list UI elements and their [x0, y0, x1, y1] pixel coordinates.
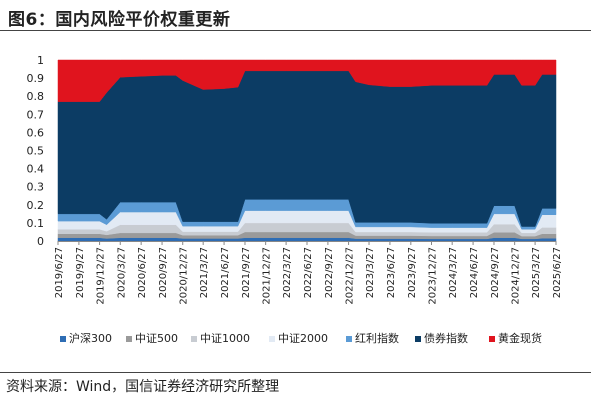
x-tick-label: 2023/9/27: [407, 247, 418, 298]
x-tick-label: 2022/6/27: [303, 247, 314, 298]
x-tick-label: 2022/3/27: [282, 247, 293, 298]
y-tick-label: 0: [37, 235, 44, 248]
legend-item: 中证2000: [269, 332, 328, 345]
legend-item: 黄金现货: [489, 331, 542, 345]
series-area-6: [57, 59, 557, 102]
x-tick-label: 2019/9/27: [75, 247, 86, 298]
y-tick-label: 0.1: [27, 217, 45, 230]
legend-item: 中证500: [126, 332, 178, 345]
x-tick-label: 2024/12/27: [511, 247, 522, 305]
x-tick-label: 2025/3/27: [531, 247, 542, 298]
source-note: 资料来源：Wind，国信证券经济研究所整理: [6, 379, 280, 395]
x-tick-label: 2021/6/27: [220, 247, 231, 298]
x-tick-label: 2020/12/27: [179, 247, 190, 305]
legend-swatch: [269, 336, 275, 342]
legend-item: 债券指数: [415, 331, 468, 345]
title-divider: [0, 30, 591, 31]
legend-swatch: [191, 336, 197, 342]
x-tick-label: 2023/6/27: [386, 247, 397, 298]
y-tick-label: 1: [37, 54, 44, 67]
legend-item: 红利指数: [346, 331, 399, 345]
x-tick-label: 2021/9/27: [241, 247, 252, 298]
legend: 沪深300 中证500 中证1000 中证2000 红利指数 债券指数 黄金现货: [60, 331, 542, 345]
chart-title: 图6：国内风险平价权重更新: [8, 10, 231, 30]
x-tick-label: 2024/6/27: [469, 247, 480, 298]
legend-item: 沪深300: [60, 331, 112, 345]
legend-label: 中证500: [135, 332, 178, 345]
y-tick-label: 0.2: [27, 199, 45, 212]
y-tick-label: 0.9: [27, 72, 45, 85]
legend-label: 红利指数: [355, 331, 399, 345]
y-tick-label: 0.3: [27, 181, 45, 194]
legend-swatch: [346, 336, 352, 342]
x-tick-label: 2019/6/27: [54, 247, 65, 298]
legend-label: 沪深300: [69, 331, 112, 345]
x-tick-label: 2021/12/27: [262, 247, 273, 305]
x-tick-label: 2024/9/27: [490, 247, 501, 298]
footer-divider: [0, 372, 591, 373]
y-tick-label: 0.4: [27, 163, 45, 176]
x-tick-label: 2019/12/27: [96, 247, 107, 305]
legend-label: 中证2000: [278, 332, 328, 345]
x-tick-label: 2025/6/27: [552, 247, 563, 298]
y-tick-label: 0.6: [27, 126, 45, 139]
x-tick-label: 2024/3/27: [448, 247, 459, 298]
legend-swatch: [415, 336, 421, 342]
x-tick-label: 2020/6/27: [137, 247, 148, 298]
x-tick-label: 2022/9/27: [324, 247, 335, 298]
legend-label: 债券指数: [424, 331, 468, 345]
x-tick-label: 2020/3/27: [116, 247, 127, 298]
legend-swatch: [489, 336, 495, 342]
legend-swatch: [60, 336, 66, 342]
legend-swatch: [126, 336, 132, 342]
axes: 0 0.1 0.2 0.3 0.4 0.5 0.6 0.7 0.8 0.9 1 2019/6/27 20…: [27, 54, 564, 305]
y-tick-label: 0.5: [27, 145, 45, 158]
x-tick-label: 2022/12/27: [345, 247, 356, 305]
y-tick-label: 0.8: [27, 90, 45, 103]
y-tick-label: 0.7: [27, 108, 45, 121]
x-tick-label: 2020/9/27: [158, 247, 169, 298]
legend-item: 中证1000: [191, 332, 250, 345]
x-tick-label: 2023/12/27: [428, 247, 439, 305]
x-tick-label: 2021/3/27: [199, 247, 210, 298]
legend-label: 黄金现货: [498, 331, 542, 345]
plot-area: [57, 59, 557, 242]
legend-label: 中证1000: [200, 332, 250, 345]
x-tick-label: 2023/3/27: [365, 247, 376, 298]
